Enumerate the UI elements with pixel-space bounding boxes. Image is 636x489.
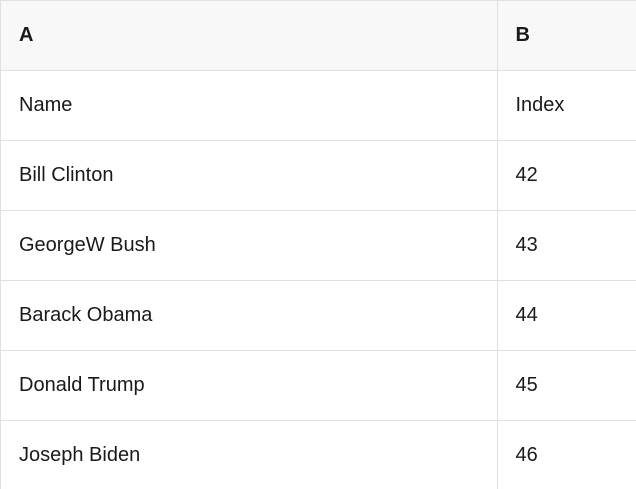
column-header-a[interactable]: A <box>1 1 498 71</box>
cell-name[interactable]: Barack Obama <box>1 280 498 351</box>
cell-index[interactable]: 42 <box>497 140 636 211</box>
table-row: Bill Clinton 42 <box>1 140 636 211</box>
cell-index-header[interactable]: Index <box>497 70 636 141</box>
cell-name-header[interactable]: Name <box>1 70 498 141</box>
table-row: Barack Obama 44 <box>1 280 636 351</box>
table-row: Joseph Biden 46 <box>1 420 636 489</box>
cell-name[interactable]: GeorgeW Bush <box>1 210 498 281</box>
cell-name[interactable]: Bill Clinton <box>1 140 498 211</box>
cell-index[interactable]: 45 <box>497 350 636 421</box>
cell-name[interactable]: Donald Trump <box>1 350 498 421</box>
table-row: GeorgeW Bush 43 <box>1 210 636 281</box>
cell-index[interactable]: 46 <box>497 420 636 489</box>
cell-name[interactable]: Joseph Biden <box>1 420 498 489</box>
table-row: Donald Trump 45 <box>1 350 636 421</box>
cell-index[interactable]: 43 <box>497 210 636 281</box>
cell-index[interactable]: 44 <box>497 280 636 351</box>
column-header-b[interactable]: B <box>497 1 636 71</box>
column-header-row: A B <box>1 1 636 71</box>
table-row: Name Index <box>1 70 636 141</box>
